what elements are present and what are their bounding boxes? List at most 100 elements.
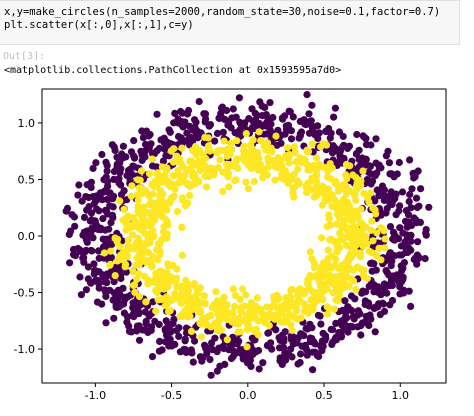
inner-circle-point	[272, 132, 280, 140]
outer-circle-point	[327, 325, 335, 333]
inner-circle-point	[306, 248, 314, 256]
inner-circle-point	[113, 257, 122, 265]
outer-circle-point	[235, 337, 243, 345]
outer-circle-point	[373, 186, 381, 194]
outer-circle-point	[130, 153, 138, 161]
inner-circle-point	[135, 270, 143, 278]
outer-circle-point	[303, 91, 311, 99]
inner-circle-point	[349, 223, 358, 231]
inner-circle-point	[215, 305, 223, 313]
inner-circle-point	[177, 282, 185, 290]
inner-circle-point	[156, 267, 164, 275]
inner-circle-point	[166, 183, 174, 191]
outer-circle-point	[336, 153, 344, 161]
inner-circle-point	[372, 210, 380, 218]
inner-circle-point	[381, 235, 389, 243]
outer-circle-point	[375, 192, 383, 200]
outer-circle-point	[211, 137, 219, 145]
outer-circle-point	[408, 185, 416, 193]
y-tick-label: 0.5	[18, 173, 36, 186]
inner-circle-point	[202, 183, 211, 191]
outer-circle-point	[277, 139, 285, 147]
inner-circle-point	[242, 178, 250, 186]
outer-circle-point	[74, 191, 82, 199]
code-cell[interactable]: x,y=make_circles(n_samples=2000,random_s…	[0, 0, 460, 45]
x-tick-label: 0.0	[239, 389, 257, 402]
outer-circle-point	[339, 307, 348, 315]
code-line-2: plt.scatter(x[:,0],x[:,1],c=y)	[4, 19, 194, 31]
inner-circle-point	[175, 179, 183, 187]
inner-circle-point	[242, 311, 251, 319]
inner-circle-point	[301, 156, 309, 164]
inner-circle-point	[128, 182, 136, 190]
inner-circle-point	[352, 241, 360, 250]
inner-circle-point	[255, 128, 263, 136]
outer-circle-point	[361, 300, 369, 309]
outer-circle-point	[261, 103, 269, 111]
inner-circle-point	[212, 288, 220, 296]
outer-circle-point	[175, 324, 183, 332]
scatter-points	[62, 91, 433, 379]
outer-circle-point	[389, 235, 397, 243]
inner-circle-point	[237, 304, 245, 312]
inner-circle-point	[133, 275, 141, 283]
inner-circle-point	[174, 169, 182, 177]
outer-circle-point	[366, 314, 374, 322]
outer-circle-point	[278, 114, 286, 122]
outer-circle-point	[285, 107, 293, 115]
inner-circle-point	[272, 156, 280, 164]
inner-circle-point	[340, 195, 348, 203]
x-tick-label: 1.0	[392, 389, 410, 402]
outer-circle-point	[190, 337, 199, 345]
outer-circle-point	[384, 147, 392, 155]
outer-circle-point	[417, 185, 425, 193]
inner-circle-point	[163, 167, 171, 175]
outer-circle-point	[250, 336, 258, 344]
outer-circle-point	[191, 116, 199, 124]
outer-circle-point	[144, 328, 152, 336]
outer-circle-point	[385, 271, 393, 279]
inner-circle-point	[332, 255, 340, 263]
outer-circle-point	[322, 127, 330, 135]
inner-circle-point	[346, 250, 355, 258]
inner-circle-point	[219, 168, 227, 176]
outer-circle-point	[303, 351, 311, 359]
outer-circle-point	[87, 246, 95, 255]
inner-circle-point	[196, 167, 204, 175]
outer-circle-point	[415, 202, 423, 210]
outer-circle-point	[110, 278, 118, 286]
inner-circle-point	[124, 236, 132, 244]
inner-circle-point	[368, 217, 376, 225]
inner-circle-point	[242, 130, 250, 138]
inner-circle-point	[319, 296, 327, 304]
inner-circle-point	[261, 165, 269, 173]
inner-circle-point	[351, 191, 359, 199]
inner-circle-point	[240, 147, 248, 155]
inner-circle-point	[154, 169, 162, 177]
outer-circle-point	[331, 104, 339, 112]
outer-circle-point	[392, 211, 400, 219]
output-text: <matplotlib.collections.PathCollection a…	[4, 65, 342, 76]
inner-circle-point	[223, 315, 231, 323]
inner-circle-point	[233, 137, 241, 145]
inner-circle-point	[117, 251, 125, 259]
outer-circle-point	[119, 284, 127, 292]
inner-circle-point	[142, 187, 150, 195]
x-tick-label: -1.0	[85, 389, 106, 402]
inner-circle-point	[249, 145, 257, 153]
inner-circle-point	[339, 275, 347, 283]
inner-circle-point	[144, 230, 152, 239]
inner-circle-point	[356, 253, 364, 261]
inner-circle-point	[129, 231, 137, 239]
outer-circle-point	[353, 149, 361, 158]
outer-circle-point	[388, 281, 396, 290]
inner-circle-point	[330, 305, 338, 313]
inner-circle-point	[164, 221, 172, 229]
inner-circle-point	[144, 276, 152, 284]
outer-circle-point	[246, 356, 254, 364]
outer-circle-point	[393, 271, 401, 279]
inner-circle-point	[375, 244, 383, 252]
inner-circle-point	[107, 247, 115, 255]
inner-circle-point	[323, 223, 331, 231]
inner-circle-point	[229, 285, 237, 293]
